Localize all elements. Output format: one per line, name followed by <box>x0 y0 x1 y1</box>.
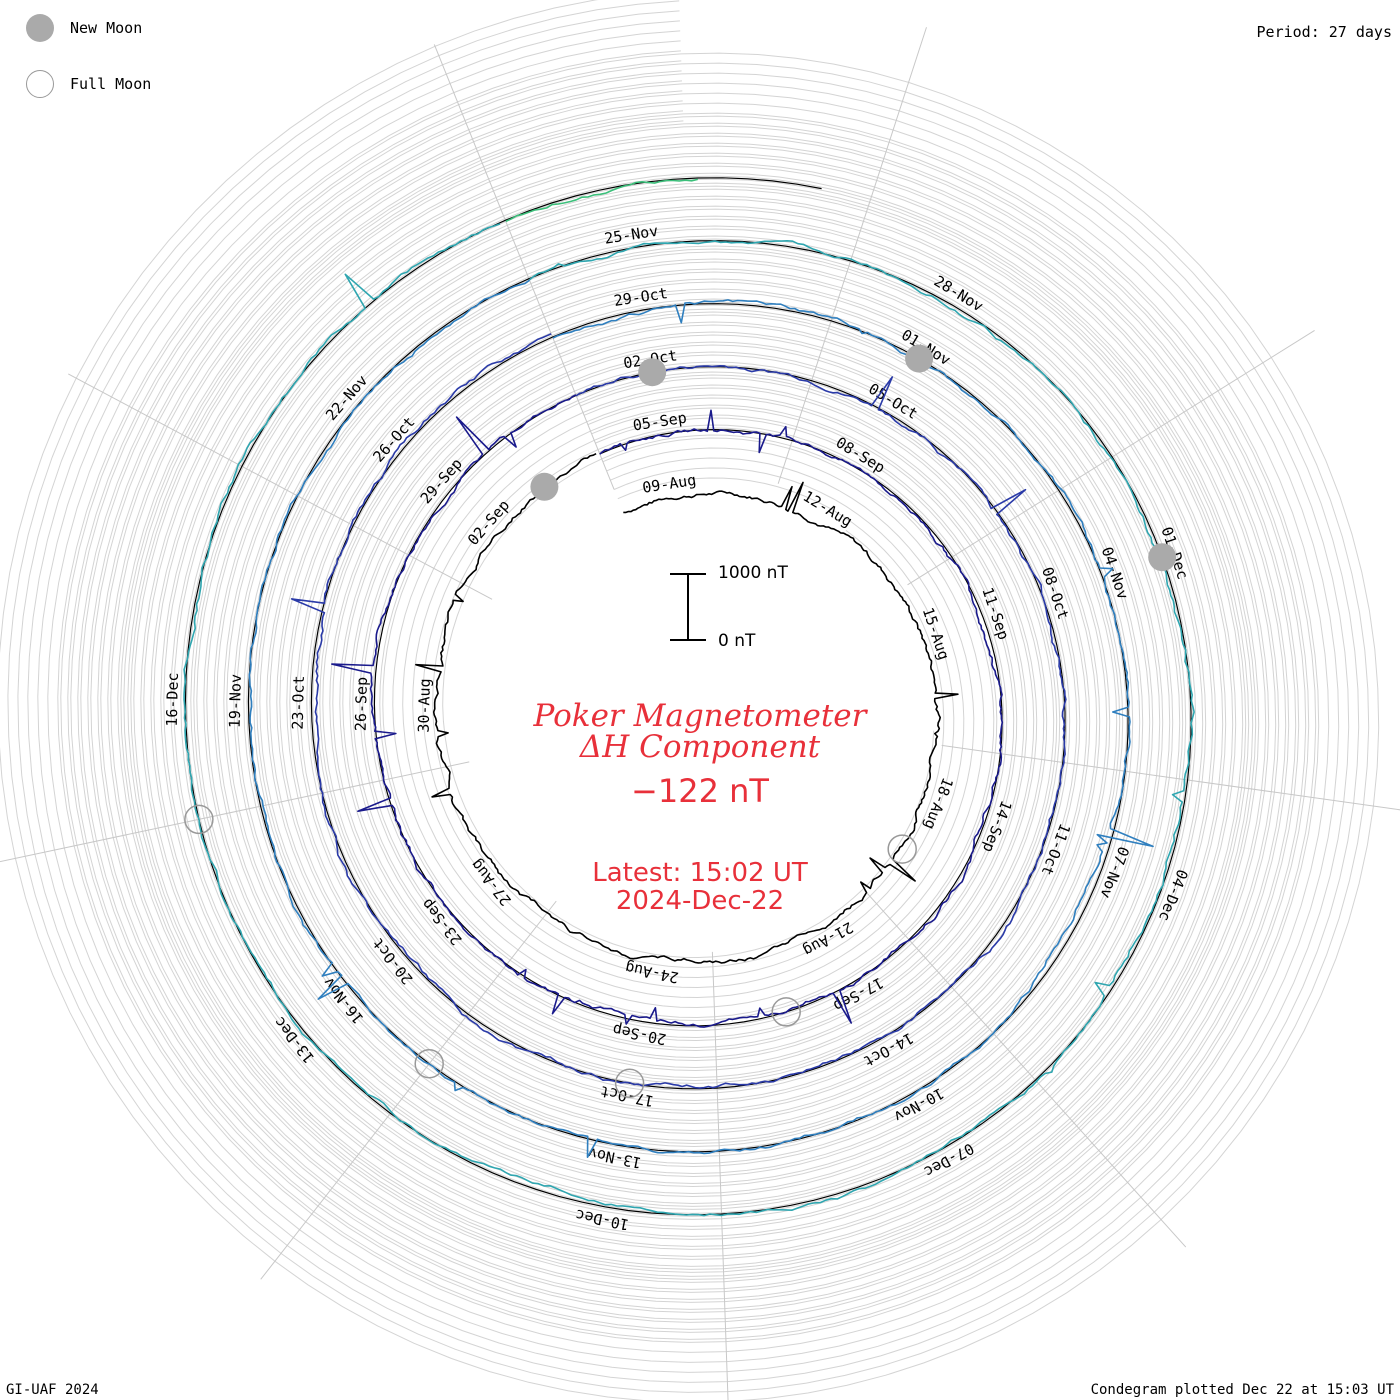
legend-new-moon: New Moon <box>26 13 142 43</box>
new-moon-marker <box>638 358 667 387</box>
grid-ring <box>17 10 1360 1383</box>
date-label: 24-Aug <box>623 958 680 986</box>
credit-label: GI-UAF 2024 <box>6 1382 99 1398</box>
grid-ring <box>87 80 1290 1313</box>
moon-markers <box>184 344 1177 1099</box>
trace-cycle-3 <box>290 333 1067 1089</box>
grid-ring <box>107 100 1270 1293</box>
legend-full-moon-label: Full Moon <box>70 75 152 93</box>
date-label: 21-Aug <box>800 918 856 960</box>
scale-top-label: 1000 nT <box>718 563 788 583</box>
grid-ring <box>37 30 1340 1363</box>
grid-ring <box>67 60 1310 1333</box>
trace-cycle-5 <box>183 223 1195 1217</box>
full-moon-icon <box>26 70 54 98</box>
full-moon-marker <box>614 1068 645 1099</box>
grid-ring <box>97 90 1280 1303</box>
data-traces <box>183 178 1195 1217</box>
date-label: 20-Sep <box>611 1020 668 1048</box>
new-moon-marker <box>905 344 934 373</box>
grid-spoke <box>777 27 927 484</box>
new-moon-marker <box>530 472 559 501</box>
scale-bar <box>670 573 706 641</box>
grid-spoke <box>864 890 1187 1248</box>
plotted-timestamp: Condegram plotted Dec 22 at 15:03 UT <box>1090 1382 1394 1398</box>
chart-subtitle: ΔH Component <box>579 729 821 765</box>
full-moon-marker <box>771 997 801 1027</box>
legend-full-moon: Full Moon <box>26 69 151 99</box>
legend-new-moon-label: New Moon <box>70 19 143 37</box>
new-moon-marker <box>1148 543 1177 572</box>
latest-date: 2024-Dec-22 <box>615 886 785 916</box>
trace-cycle-1 <box>415 452 959 964</box>
full-moon-marker <box>414 1048 444 1079</box>
date-label: 02-Sep <box>464 496 513 549</box>
grid-spoke <box>941 744 1400 811</box>
new-moon-icon <box>26 14 54 42</box>
scale-bottom-label: 0 nT <box>718 631 756 651</box>
full-moon-marker <box>184 804 214 835</box>
date-label: 14-Oct <box>860 1029 916 1071</box>
date-label: 12-Aug <box>800 487 856 531</box>
grid-spoke <box>0 761 470 863</box>
date-label: 16-Dec <box>163 672 182 727</box>
latest-time: Latest: 15:02 UT <box>592 858 808 888</box>
date-label: 09-Aug <box>641 471 697 497</box>
period-label: Period: 27 days <box>1256 23 1392 41</box>
date-label: 30-Aug <box>415 678 434 733</box>
date-label: 26-Sep <box>352 677 371 732</box>
trace-cycle-6 <box>505 178 698 223</box>
grid-ring <box>7 0 1370 1393</box>
chart-title: Poker Magnetometer <box>533 698 867 734</box>
full-moon-marker <box>887 834 917 864</box>
grid-ring <box>77 70 1300 1323</box>
trace-cycle-2 <box>331 394 1004 1028</box>
grid-spoke <box>711 951 729 1400</box>
grid-ring <box>27 20 1350 1373</box>
grid-spoke <box>433 44 615 490</box>
date-label: 23-Oct <box>289 675 308 730</box>
trace-cycle-4 <box>248 279 1154 1158</box>
current-value: −122 nT <box>631 772 769 810</box>
grid-ring <box>47 40 1330 1353</box>
grid-spoke <box>68 373 493 600</box>
date-label: 19-Nov <box>226 674 245 729</box>
date-label: 17-Sep <box>830 973 886 1015</box>
